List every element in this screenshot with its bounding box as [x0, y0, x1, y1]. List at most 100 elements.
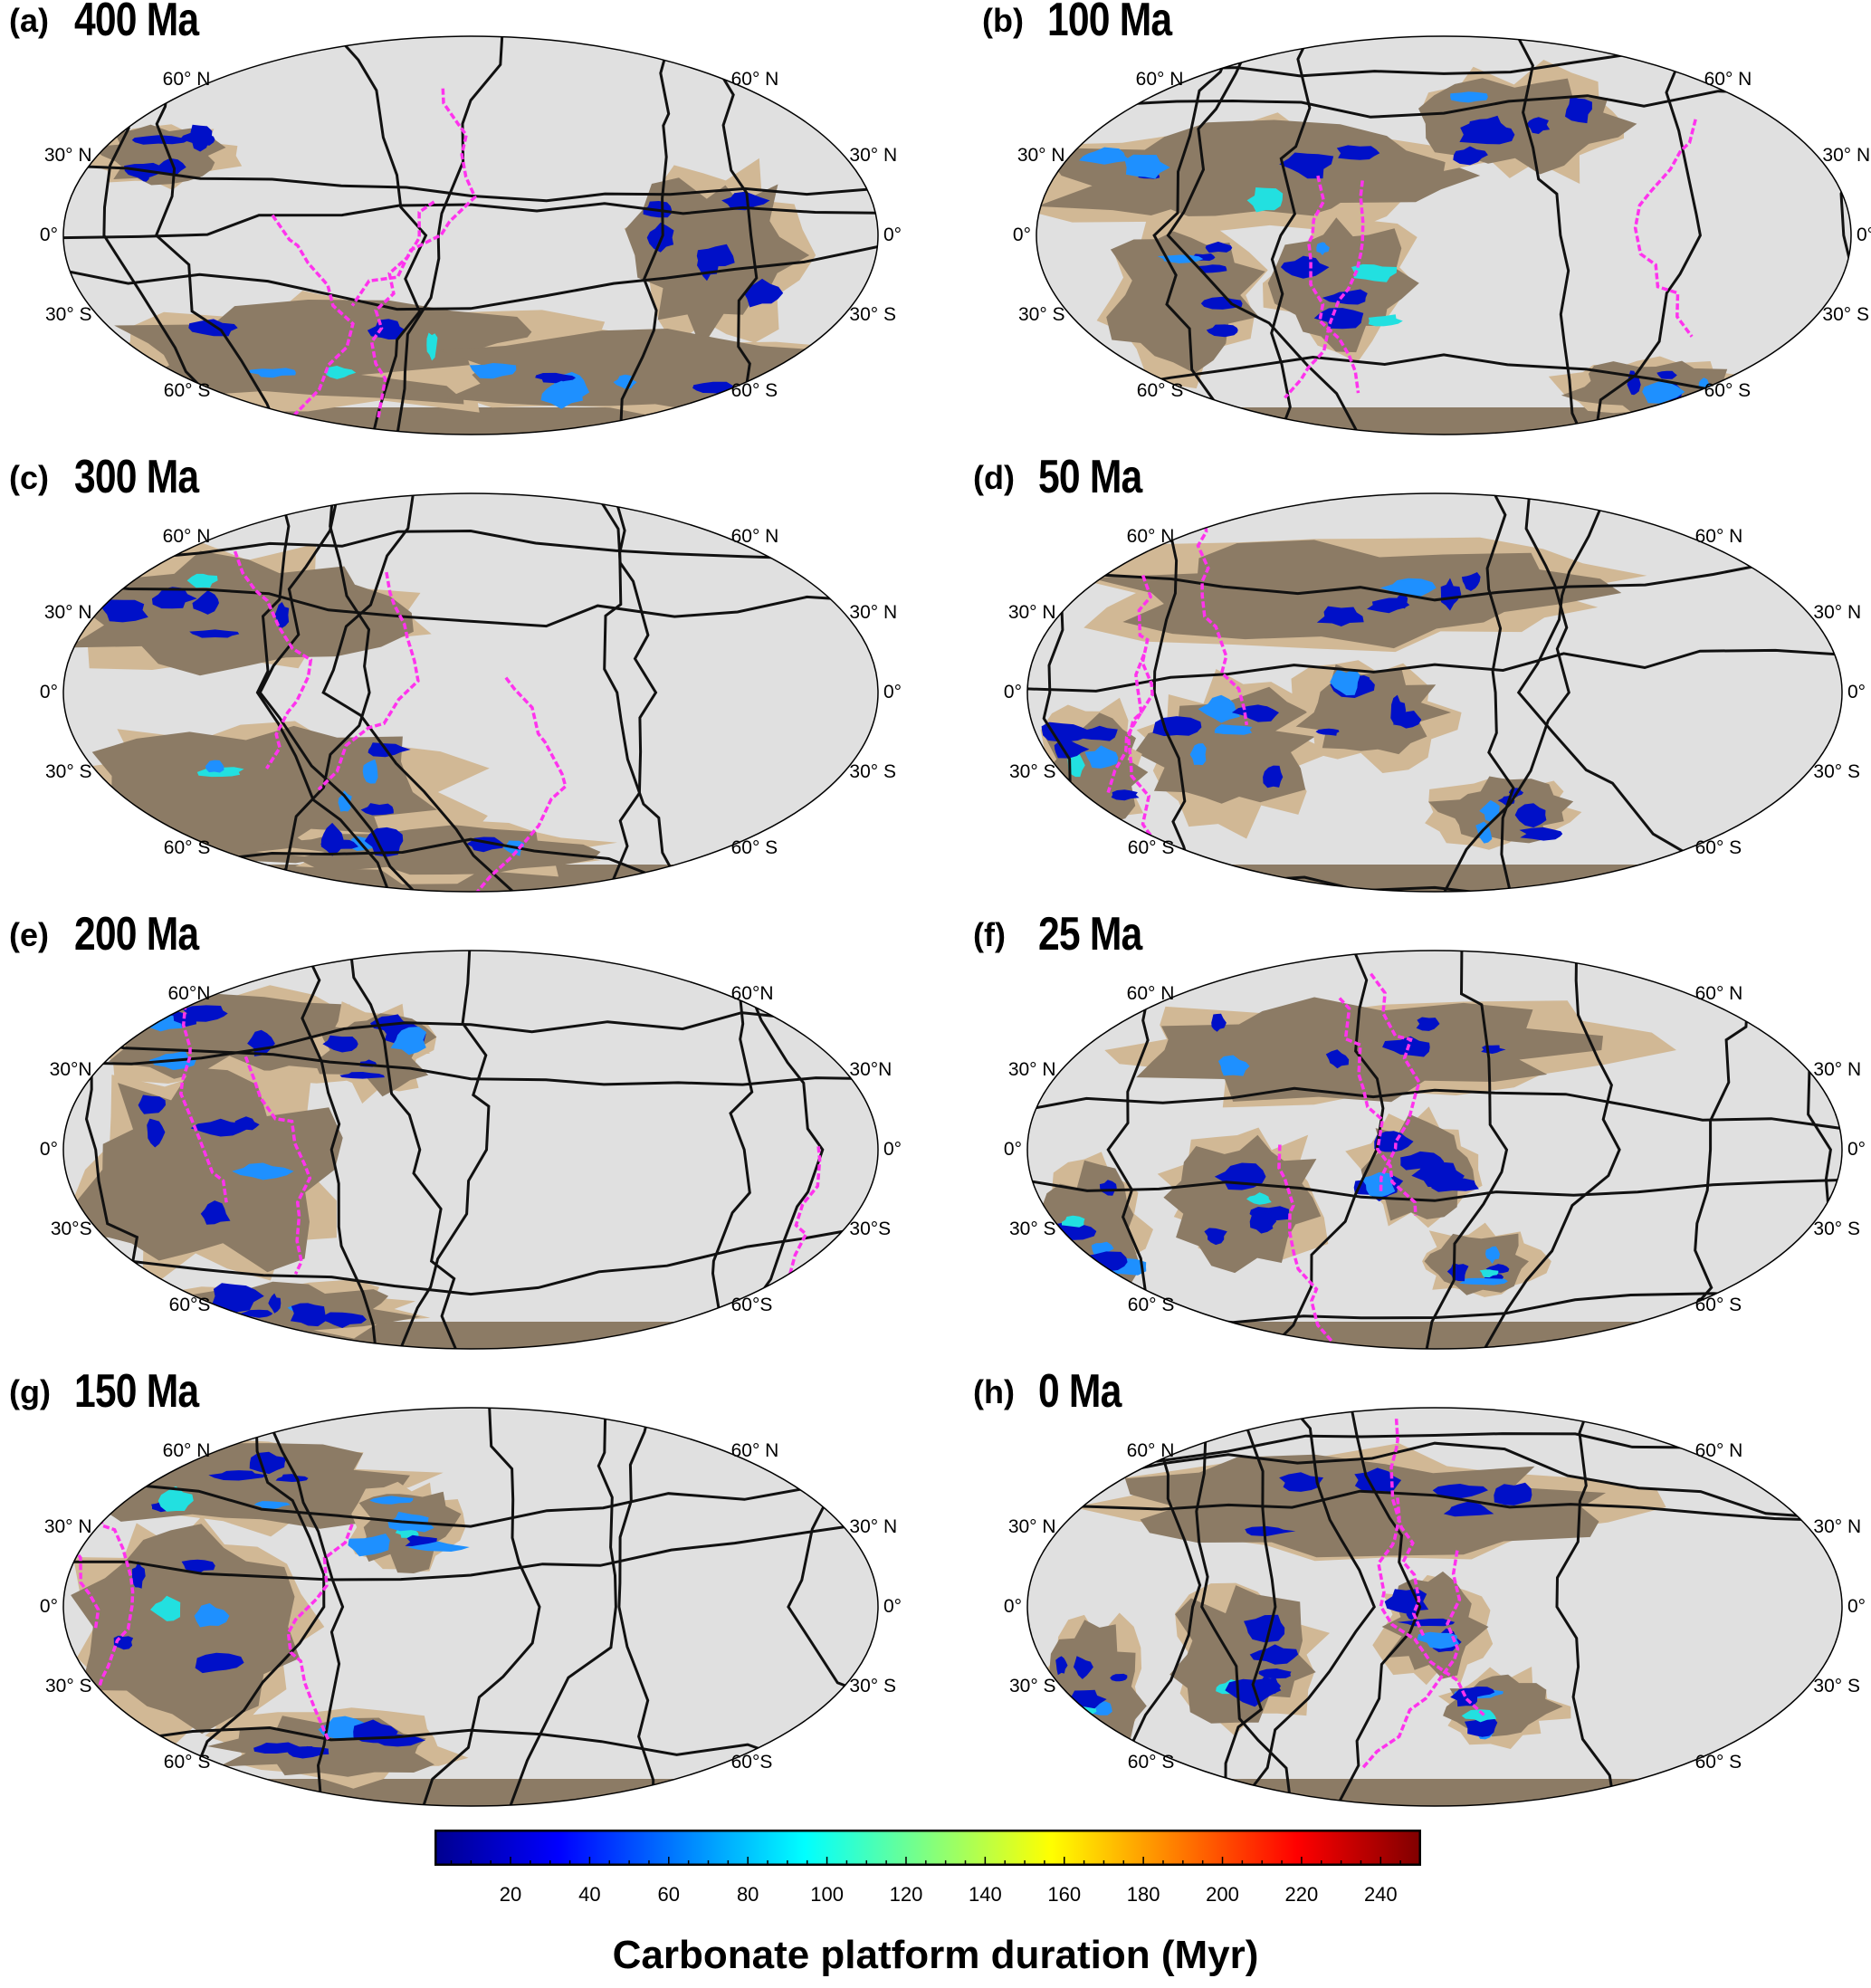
- latitude-label-left: 0°: [1003, 1596, 1022, 1617]
- map-outline: [62, 950, 879, 1350]
- carbonate-platform: [1417, 1631, 1460, 1649]
- continent: [91, 725, 437, 864]
- carbonate-platform: [151, 587, 197, 609]
- polar-land: [63, 1779, 878, 1806]
- subduction-zone: [179, 985, 228, 1203]
- latitude-label-left: 30° N: [1017, 145, 1065, 166]
- plate-boundary: [1443, 493, 1570, 892]
- mollweide-map: [1036, 35, 1852, 435]
- carbonate-platform: [1214, 724, 1253, 735]
- plate-boundary: [1270, 36, 1312, 435]
- latitude-label-left: 60° S: [163, 379, 211, 401]
- carbonate-platform: [1211, 1013, 1227, 1032]
- panel-title: 300 Ma: [74, 451, 199, 503]
- map-panel: (d) 50 Ma 60° N 60° N 30° N 30° N 0° 0° 30° S 30°…: [973, 451, 1866, 910]
- carbonate-platform: [1244, 1614, 1285, 1643]
- carbonate-platform: [1316, 242, 1330, 255]
- carbonate-platform: [1200, 296, 1243, 310]
- latitude-label-left: 60° N: [1126, 983, 1175, 1005]
- latitude-label-left: 30° S: [1008, 1676, 1056, 1696]
- colorbar-tick-label: 160: [1047, 1883, 1082, 1906]
- polar-land: [1027, 1322, 1842, 1349]
- panel-title: 200 Ma: [74, 908, 199, 961]
- carbonate-platform: [1368, 314, 1403, 327]
- carbonate-platform: [1263, 765, 1284, 789]
- carbonate-platform: [1382, 1036, 1430, 1057]
- panel-label: (g): [9, 1373, 51, 1410]
- latitude-label-right: 0°: [883, 225, 902, 245]
- plate-boundary: [1027, 553, 1842, 602]
- carbonate-platform: [320, 839, 358, 849]
- latitude-label-right: 60° N: [730, 526, 779, 548]
- latitude-label-right: 60° S: [1694, 836, 1742, 858]
- carbonate-platform: [147, 1118, 166, 1148]
- latitude-label-left: 30° N: [43, 145, 92, 166]
- carbonate-platform: [1446, 1263, 1469, 1282]
- plate-boundary: [63, 202, 878, 240]
- plate-boundary: [63, 1725, 878, 1768]
- continent: [1124, 1454, 1607, 1558]
- latitude-label-right: 60° S: [1704, 379, 1752, 401]
- carbonate-platform: [132, 1561, 146, 1589]
- subduction-zone: [1377, 1497, 1485, 1716]
- carbonate-platform: [1431, 1177, 1479, 1192]
- carbonate-platform: [1565, 96, 1592, 124]
- plate-boundary: [261, 1408, 345, 1806]
- polar-land: [1027, 865, 1842, 892]
- latitude-label-left: 60° N: [1135, 69, 1184, 91]
- plate-boundary: [1425, 951, 1509, 1349]
- carbonate-platform: [1479, 1269, 1499, 1278]
- subduction-zone: [271, 214, 355, 433]
- latitude-label-right: 30° N: [1813, 1059, 1862, 1080]
- mollweide-map: [62, 1407, 879, 1807]
- colorbar-tick-label: 60: [657, 1883, 681, 1906]
- carbonate-platform: [348, 1534, 390, 1557]
- latitude-label-right: 30° N: [849, 1516, 898, 1537]
- carbonate-platform: [1351, 263, 1398, 282]
- carbonate-platform: [1432, 1484, 1488, 1499]
- latitude-label-left: 30°N: [49, 1059, 92, 1080]
- carbonate-platform: [131, 135, 189, 145]
- panel-label: (a): [9, 2, 49, 39]
- latitude-label-left: 30°S: [50, 1219, 92, 1239]
- subduction-zone: [1370, 972, 1421, 1191]
- plate-boundary: [1516, 493, 1714, 892]
- plate-boundary: [1485, 493, 1515, 892]
- carbonate-platform: [268, 1293, 282, 1314]
- carbonate-platform: [322, 1035, 358, 1053]
- mollweide-map: [62, 492, 879, 893]
- latitude-label-left: 30° N: [1007, 602, 1056, 623]
- carbonate-platform: [339, 1072, 385, 1079]
- plate-boundary: [1195, 1408, 1293, 1806]
- polar-land: [1036, 407, 1851, 435]
- subduction-zone: [473, 676, 568, 892]
- carbonate-platform: [192, 590, 219, 615]
- map-panel: (b) 100 Ma 60° N 60° N 30° N 30° N 0° 0° 30° S 30…: [982, 0, 1871, 453]
- carbonate-platform: [426, 332, 438, 361]
- carbonate-platform: [1443, 1501, 1494, 1517]
- latitude-label-right: 30° N: [849, 602, 898, 623]
- carbonate-platform: [1055, 1656, 1068, 1676]
- carbonate-platform: [234, 1116, 260, 1131]
- subduction-zone: [1196, 507, 1249, 726]
- latitude-label-left: 30° S: [1008, 761, 1056, 782]
- latitude-label-right: 0°: [883, 1596, 902, 1617]
- carbonate-platform: [1279, 152, 1334, 179]
- latitude-label-left: 0°: [1003, 682, 1022, 702]
- subduction-zone: [243, 1056, 312, 1276]
- carbonate-platform: [1258, 1668, 1292, 1679]
- latitude-label-right: 60°S: [730, 1294, 773, 1315]
- plate-boundary: [617, 1408, 655, 1806]
- carbonate-platform: [1245, 1525, 1296, 1536]
- latitude-label-right: 0°: [1847, 1139, 1866, 1160]
- plate-boundary: [732, 951, 825, 1349]
- plate-boundary: [618, 36, 673, 435]
- carbonate-platform: [469, 363, 517, 379]
- carbonate-platform: [1062, 1215, 1085, 1228]
- latitude-label-right: 60° S: [730, 379, 778, 401]
- colorbar-tick-label: 240: [1363, 1883, 1398, 1906]
- latitude-label-left: 60° N: [162, 526, 211, 548]
- colorbar-tick-label: 100: [810, 1883, 844, 1906]
- carbonate-platform: [1081, 725, 1118, 741]
- colorbar-title: Carbonate platform duration (Myr): [612, 1933, 1259, 1977]
